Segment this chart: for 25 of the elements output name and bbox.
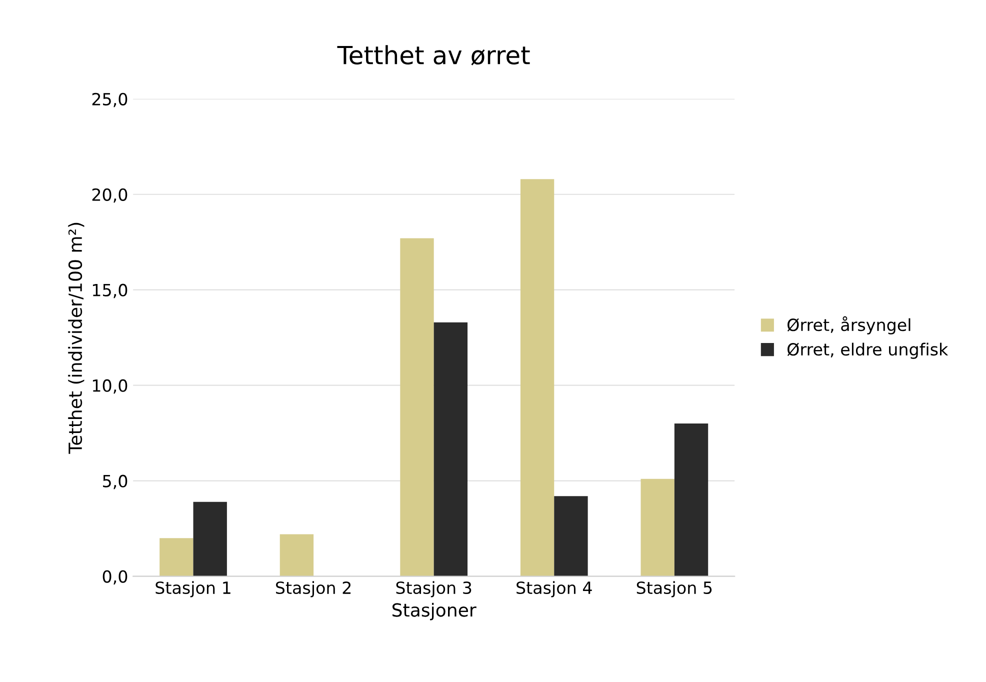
- bar: [520, 179, 554, 576]
- x-axis-title: Stasjoner: [392, 602, 476, 620]
- bar: [434, 322, 468, 576]
- bar: [400, 238, 434, 576]
- x-tick-label: Stasjon 3: [396, 581, 472, 598]
- bar: [193, 502, 227, 576]
- y-tick-label: 5,0: [103, 474, 128, 490]
- y-tick-label: 10,0: [92, 379, 128, 394]
- bar: [280, 534, 314, 576]
- bar: [160, 538, 194, 576]
- y-tick-label: 15,0: [92, 284, 128, 298]
- x-tick-label: Stasjon 2: [276, 581, 351, 598]
- y-axis-title: Tetthet (individer/100 m²): [68, 222, 84, 454]
- chart-title: Tetthet av ørret: [337, 45, 530, 66]
- y-tick-label: 0,0: [102, 570, 128, 585]
- legend-label: Ørret, eldre ungfisk: [787, 342, 948, 359]
- x-tick-label: Stasjon 4: [516, 581, 592, 598]
- bar: [674, 424, 708, 576]
- legend-label: Ørret, årsyngel: [787, 316, 910, 334]
- x-tick-label: Stasjon 5: [636, 581, 712, 598]
- x-tick-label: Stasjon 1: [156, 581, 230, 598]
- bar: [640, 478, 674, 576]
- y-tick-label: 25,0: [92, 92, 128, 108]
- y-tick-label: 20,0: [92, 188, 128, 203]
- bar: [554, 496, 588, 576]
